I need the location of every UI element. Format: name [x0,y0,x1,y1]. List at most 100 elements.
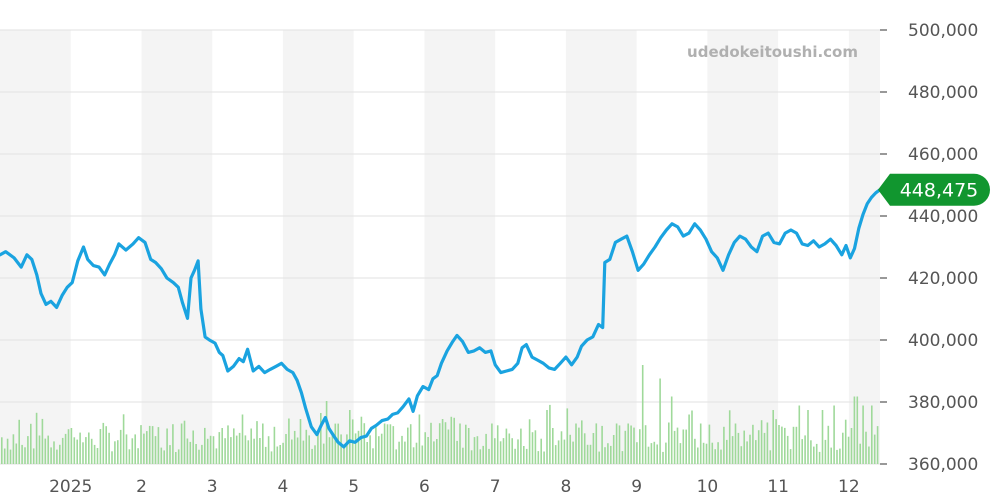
x-tick-label: 7 [490,477,501,497]
y-tick-label: 480,000 [908,83,978,103]
volume-bar [697,447,699,464]
volume-bar [839,448,841,464]
x-tick-label: 9 [631,477,642,497]
volume-bar [201,444,203,464]
volume-bar [560,431,563,464]
volume-bar [647,446,650,464]
volume-bar [180,423,183,464]
volume-bar [122,414,125,464]
volume-bar [331,433,334,464]
volume-bar [873,434,876,464]
volume-bar [299,419,302,464]
volume-bar [233,428,235,464]
volume-bar [61,437,64,464]
volume-bar [525,448,528,464]
volume-bar [459,423,461,464]
volume-bar [589,444,592,464]
volume-bar [778,425,780,464]
y-tick-label: 400,000 [908,331,978,351]
volume-bar [296,437,299,464]
volume-bar [653,441,656,464]
volume-bar [752,424,754,464]
volume-bar [673,430,676,464]
volume-bar [705,443,708,464]
volume-bar [511,438,513,464]
volume-bar [47,435,49,464]
volume-bar [798,405,801,464]
volume-bar [546,410,548,464]
volume-bar [850,428,853,464]
volume-bar [114,441,116,464]
volume-bar [531,432,534,464]
x-tick-label: 8 [561,477,572,497]
volume-bar [291,439,293,464]
volume-bar [206,438,209,464]
volume-bar [375,427,377,464]
x-tick-label: 11 [767,477,789,497]
volume-bar [360,416,363,464]
volume-bar [720,449,722,464]
x-axis: 2025 2 3 4 5 6 7 8 9 10 11 12 [49,477,860,497]
volume-bar [172,424,174,464]
volume-bar [842,432,844,464]
volume-bar [378,436,380,464]
volume-bar [682,429,685,464]
volume-bar [334,423,337,464]
volume-bar [293,430,296,464]
volume-bar [241,414,244,464]
volume-bar [552,428,554,464]
x-tick-label: 4 [278,477,289,497]
volume-bar [549,404,551,464]
volume-bar [56,449,58,464]
volume-bar [421,445,424,464]
volume-bar [517,439,519,464]
volume-bar [737,432,740,464]
volume-bar [44,438,47,464]
volume-bar [183,420,186,464]
volume-bar [322,443,325,464]
volume-bar [192,430,194,464]
volume-bar [728,410,731,464]
volume-bar [763,432,766,464]
volume-bar [781,426,783,464]
x-tick-label: 5 [348,477,359,497]
volume-bar [615,423,618,464]
volume-bar [418,414,421,464]
current-value-badge-shape [878,173,990,206]
volume-bar [583,433,586,464]
volume-bar [282,442,284,464]
volume-bar [64,433,67,464]
volume-bar [273,426,276,464]
volume-bar [586,444,589,464]
volume-bar [813,446,815,464]
volume-bar [24,447,26,464]
volume-bar [668,422,670,464]
volume-bar [325,401,328,464]
volume-bar [482,445,484,464]
volume-bar [111,451,113,464]
volume-bar [27,436,29,464]
volume-bar [430,422,432,464]
volume-bar [218,432,221,464]
x-tick-label: 2 [136,477,147,497]
volume-bar [12,434,15,464]
volume-bar [108,432,110,464]
volume-bar [711,442,714,464]
volume-bar [21,444,23,464]
volume-bar [140,425,142,464]
volume-bar [766,422,769,464]
volume-bar [554,445,557,464]
volume-bar [386,424,389,464]
x-tick-label: 6 [419,477,430,497]
volume-bar [537,451,540,464]
volume-bar [349,410,351,464]
volume-bar [401,435,403,464]
current-value-label: 448,475 [900,180,979,202]
volume-bar [15,443,18,464]
volume-bar [465,424,467,464]
volume-bar [833,405,835,464]
volume-bar [792,426,795,464]
volume-bar [146,431,148,464]
volume-bar [41,418,44,464]
